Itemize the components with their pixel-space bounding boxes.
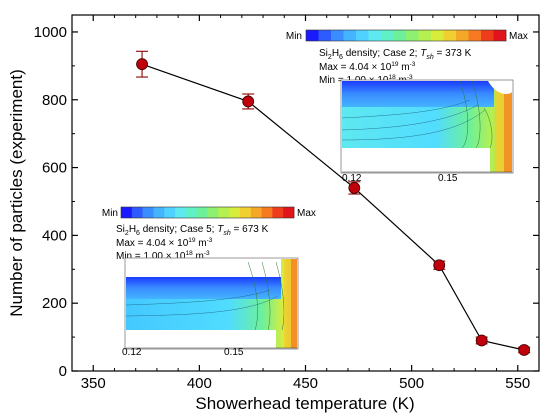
colorbar-min-label: Min bbox=[286, 31, 302, 42]
inset-max-label: Max = 4.04 × 1019 m-3 bbox=[319, 61, 416, 73]
colorbar-swatch bbox=[164, 207, 176, 218]
colorbar-swatch bbox=[229, 207, 241, 218]
colorbar-swatch bbox=[218, 207, 230, 218]
inset-max-label: Max = 4.04 × 1019 m-3 bbox=[116, 237, 213, 249]
colorbar-swatch bbox=[443, 30, 457, 41]
inset-x-tick-label: 0.15 bbox=[438, 173, 458, 184]
colorbar-swatch bbox=[272, 207, 284, 218]
y-axis-label: Number of particles (experiment) bbox=[7, 69, 26, 317]
y-tick-label: 600 bbox=[42, 160, 67, 177]
colorbar-swatch bbox=[196, 207, 208, 218]
x-tick-label: 550 bbox=[505, 375, 530, 392]
x-tick-label: 450 bbox=[293, 375, 318, 392]
y-tick-label: 200 bbox=[42, 295, 67, 312]
inset-title: Si2H6 density; Case 2; Tsh = 373 K bbox=[319, 48, 472, 61]
colorbar-swatch bbox=[283, 207, 295, 218]
series-line bbox=[141, 63, 525, 351]
colorbar-swatch bbox=[331, 30, 344, 41]
colorbar-swatch bbox=[393, 30, 407, 41]
colorbar-min-label: Min bbox=[102, 208, 118, 219]
data-point bbox=[136, 58, 148, 71]
data-point bbox=[518, 344, 531, 356]
colorbar-max-label: Max bbox=[509, 31, 528, 42]
x-tick-label: 350 bbox=[81, 375, 106, 392]
colorbar-swatch bbox=[175, 207, 187, 218]
inset-case5: Min Max Si2H6 density; Case 5; Tsh = 673… bbox=[102, 206, 316, 358]
colorbar-case5 bbox=[120, 206, 295, 219]
contour-field-case2: 0.12 0.15 bbox=[340, 79, 514, 184]
inset-case2: Min Max Si2H6 density; Case 2; Tsh = 373… bbox=[286, 29, 528, 184]
inset-title: Si2H6 density; Case 5; Tsh = 673 K bbox=[116, 224, 269, 237]
inset-x-tick-label: 0.15 bbox=[224, 347, 244, 358]
colorbar-swatch bbox=[153, 207, 165, 218]
colorbar-swatch bbox=[368, 30, 382, 41]
colorbar-swatch bbox=[131, 207, 143, 218]
inset-x-tick-label: 0.12 bbox=[342, 173, 362, 184]
colorbar-swatch bbox=[493, 30, 507, 41]
colorbar-border bbox=[305, 29, 507, 42]
colorbar-swatch bbox=[121, 207, 133, 218]
data-point bbox=[433, 259, 446, 272]
y-tick-label: 1000 bbox=[34, 24, 67, 41]
colorbar-swatch bbox=[356, 30, 369, 41]
x-axis-label: Showerhead temperature (K) bbox=[195, 394, 414, 413]
colorbar-swatch bbox=[306, 30, 319, 41]
x-tick-label: 500 bbox=[399, 375, 424, 392]
colorbar-swatch bbox=[343, 30, 357, 41]
data-point bbox=[242, 95, 255, 108]
data-point bbox=[348, 182, 361, 194]
colorbar-case2 bbox=[305, 29, 507, 42]
data-series bbox=[136, 50, 531, 356]
y-axis: 0 200 400 600 800 1000 bbox=[34, 24, 539, 380]
contour-field-case5: 0.12 0.15 bbox=[122, 257, 299, 358]
colorbar-swatch bbox=[456, 30, 469, 41]
y-tick-label: 400 bbox=[42, 227, 67, 244]
colorbar-swatch bbox=[381, 30, 394, 41]
colorbar-swatch bbox=[250, 207, 262, 218]
inset-x-tick-label: 0.12 bbox=[122, 347, 142, 358]
x-tick-label: 400 bbox=[187, 375, 212, 392]
colorbar-max-label: Max bbox=[297, 208, 316, 219]
x-axis: 350 400 450 500 550 bbox=[81, 15, 530, 392]
data-point bbox=[475, 334, 488, 347]
colorbar-swatch bbox=[318, 30, 332, 41]
colorbar-swatch bbox=[207, 207, 219, 218]
colorbar-swatch bbox=[468, 30, 482, 41]
colorbar-swatch bbox=[406, 30, 419, 41]
colorbar-swatch bbox=[261, 207, 273, 218]
colorbar-swatch bbox=[185, 207, 197, 218]
inset-min-label: Min = 1.00 × 1018 m-3 bbox=[116, 250, 210, 262]
colorbar-swatch bbox=[418, 30, 432, 41]
colorbar-swatch bbox=[239, 207, 252, 218]
colorbar-swatch bbox=[142, 207, 154, 218]
colorbar-swatch bbox=[431, 30, 444, 41]
colorbar-swatch bbox=[481, 30, 494, 41]
y-tick-label: 800 bbox=[42, 92, 67, 109]
colorbar-border bbox=[120, 206, 295, 219]
y-tick-label: 0 bbox=[59, 363, 67, 380]
